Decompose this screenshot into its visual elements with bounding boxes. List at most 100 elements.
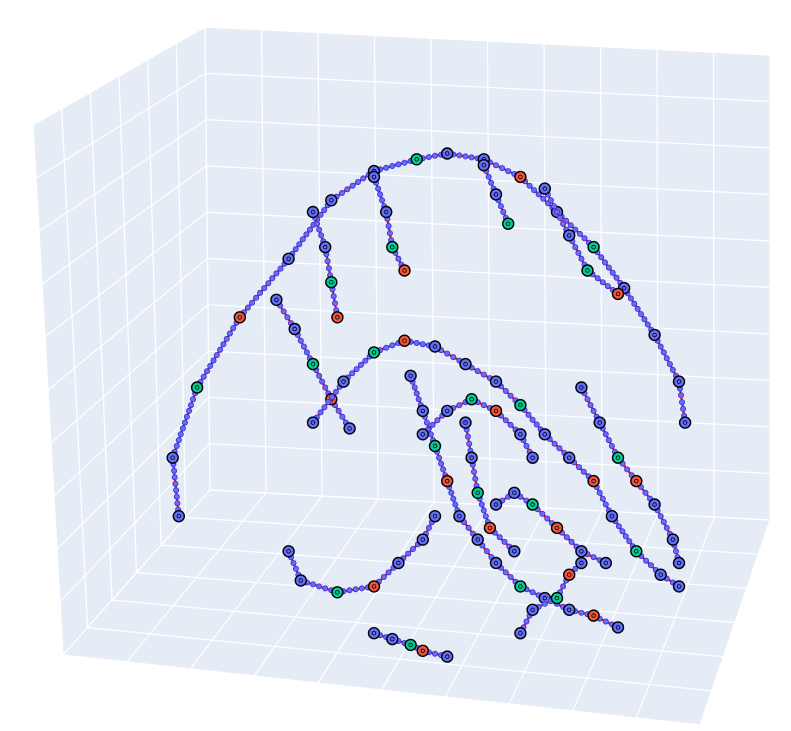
data-point <box>587 402 594 409</box>
data-point <box>602 431 609 438</box>
data-point <box>563 603 576 616</box>
data-point <box>321 404 328 411</box>
data-point <box>452 501 459 508</box>
data-point-center <box>493 192 499 197</box>
data-point-center <box>585 268 590 273</box>
data-point <box>171 467 178 474</box>
data-point <box>575 249 582 256</box>
data-point <box>223 335 230 342</box>
data-point <box>567 222 574 229</box>
data-point-center <box>432 443 438 449</box>
data-point-center <box>420 432 425 437</box>
data-point <box>678 416 692 429</box>
data-point <box>314 220 321 227</box>
data-point <box>624 466 631 473</box>
data-point <box>270 293 283 306</box>
data-point <box>560 220 567 227</box>
data-point-center <box>402 268 407 273</box>
data-point <box>507 421 514 428</box>
data-point <box>409 546 416 553</box>
data-point <box>230 325 237 332</box>
data-point <box>576 464 583 471</box>
data-point <box>587 240 600 254</box>
data-point <box>563 451 576 464</box>
data-point <box>563 534 570 541</box>
data-point <box>580 468 587 475</box>
data-point <box>413 390 420 397</box>
data-point-center <box>609 514 615 519</box>
data-point <box>551 440 558 447</box>
floor-gridline <box>253 498 379 677</box>
floor-gridline <box>572 513 659 712</box>
data-point <box>427 431 434 438</box>
data-point-center <box>390 636 395 642</box>
data-point <box>300 343 307 350</box>
data-point <box>317 409 324 416</box>
data-point-center <box>420 648 425 653</box>
data-point <box>489 404 503 418</box>
data-point <box>605 264 612 271</box>
data-point <box>672 580 686 593</box>
data-point <box>322 384 329 391</box>
data-point-center <box>176 514 181 519</box>
data-point <box>496 534 503 541</box>
data-point <box>514 580 527 593</box>
data-point <box>465 451 478 464</box>
data-point <box>480 371 487 378</box>
floor-gridline <box>317 501 435 684</box>
data-point-center <box>682 420 688 425</box>
data-point <box>465 393 478 406</box>
data-point <box>330 293 337 300</box>
left-wall-gridline <box>47 258 208 391</box>
data-point <box>489 375 503 388</box>
data-point <box>431 152 438 159</box>
data-point <box>383 344 390 351</box>
data-point <box>456 402 463 409</box>
data-point <box>335 407 342 414</box>
data-point <box>626 538 633 545</box>
data-point <box>526 451 539 464</box>
floor-gridline <box>126 492 267 663</box>
data-point <box>669 366 676 373</box>
data-point <box>434 417 441 424</box>
data-point <box>644 321 651 328</box>
data-point <box>438 460 445 467</box>
data-point <box>362 357 369 364</box>
data-point <box>492 162 499 169</box>
data-point <box>343 422 356 435</box>
data-point <box>411 384 418 391</box>
data-point-center <box>676 560 682 566</box>
data-point-center <box>384 209 389 215</box>
data-point-center <box>615 625 621 630</box>
data-point-center <box>329 280 334 285</box>
data-point <box>514 428 527 441</box>
data-point <box>547 197 554 204</box>
data-point <box>306 205 320 219</box>
data-point <box>572 565 579 572</box>
data-point <box>379 197 386 204</box>
data-point <box>352 586 359 593</box>
data-point <box>638 311 645 318</box>
data-point <box>584 396 591 403</box>
data-point-center <box>634 549 639 554</box>
data-point <box>590 554 597 561</box>
data-point <box>292 246 299 253</box>
back-wall-gridline <box>207 257 771 289</box>
data-point <box>489 498 503 511</box>
data-point <box>280 308 287 315</box>
data-point-center <box>432 514 438 519</box>
data-point <box>416 533 429 546</box>
data-point-center <box>475 490 480 495</box>
data-point <box>392 556 405 570</box>
data-point <box>619 528 626 535</box>
data-point <box>398 334 411 347</box>
data-point <box>466 440 473 447</box>
data-point <box>319 240 332 254</box>
floor-gridline <box>635 516 715 719</box>
data-point-center <box>512 490 517 495</box>
data-point <box>630 474 643 488</box>
data-point <box>507 392 514 399</box>
data-point-center <box>615 455 621 460</box>
